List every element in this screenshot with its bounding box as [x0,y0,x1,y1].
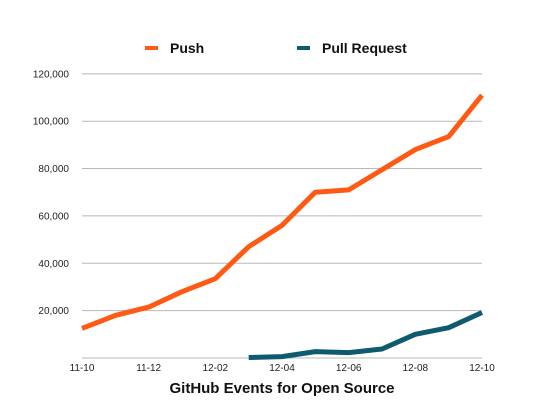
legend-label: Push [170,40,204,56]
legend-swatch [145,46,158,50]
grid-layer [82,74,482,358]
y-tick-label: 80,000 [38,164,69,175]
chart-title: GitHub Events for Open Source [169,380,394,397]
x-axis-tick-labels: 11-10 11-12 12-02 12-04 12-06 12-08 12-10 [70,363,496,374]
x-tick-label: 12-08 [403,363,429,374]
y-tick-label: 60,000 [38,211,69,222]
x-tick-label: 11-12 [136,363,161,374]
x-tick-label: 12-02 [203,363,229,374]
series-line-push [82,95,482,328]
series-layer [82,95,482,357]
legend-swatch [297,46,310,50]
x-tick-label: 12-10 [469,363,495,374]
legend-item-push: Push [145,40,204,56]
y-axis-tick-labels: 20,000 40,000 60,000 80,000 100,000 120,000 [33,69,70,317]
y-tick-label: 20,000 [38,306,69,317]
y-tick-label: 120,000 [33,69,70,80]
y-tick-label: 40,000 [38,259,69,270]
legend-item-pull-request: Pull Request [297,40,407,56]
x-tick-label: 11-10 [70,363,95,374]
legend: Push Pull Request [145,40,407,56]
y-tick-label: 100,000 [33,117,70,128]
series-line-pull-request [249,313,482,358]
legend-label: Pull Request [322,40,407,56]
x-tick-label: 12-04 [269,363,295,374]
x-tick-label: 12-06 [336,363,362,374]
